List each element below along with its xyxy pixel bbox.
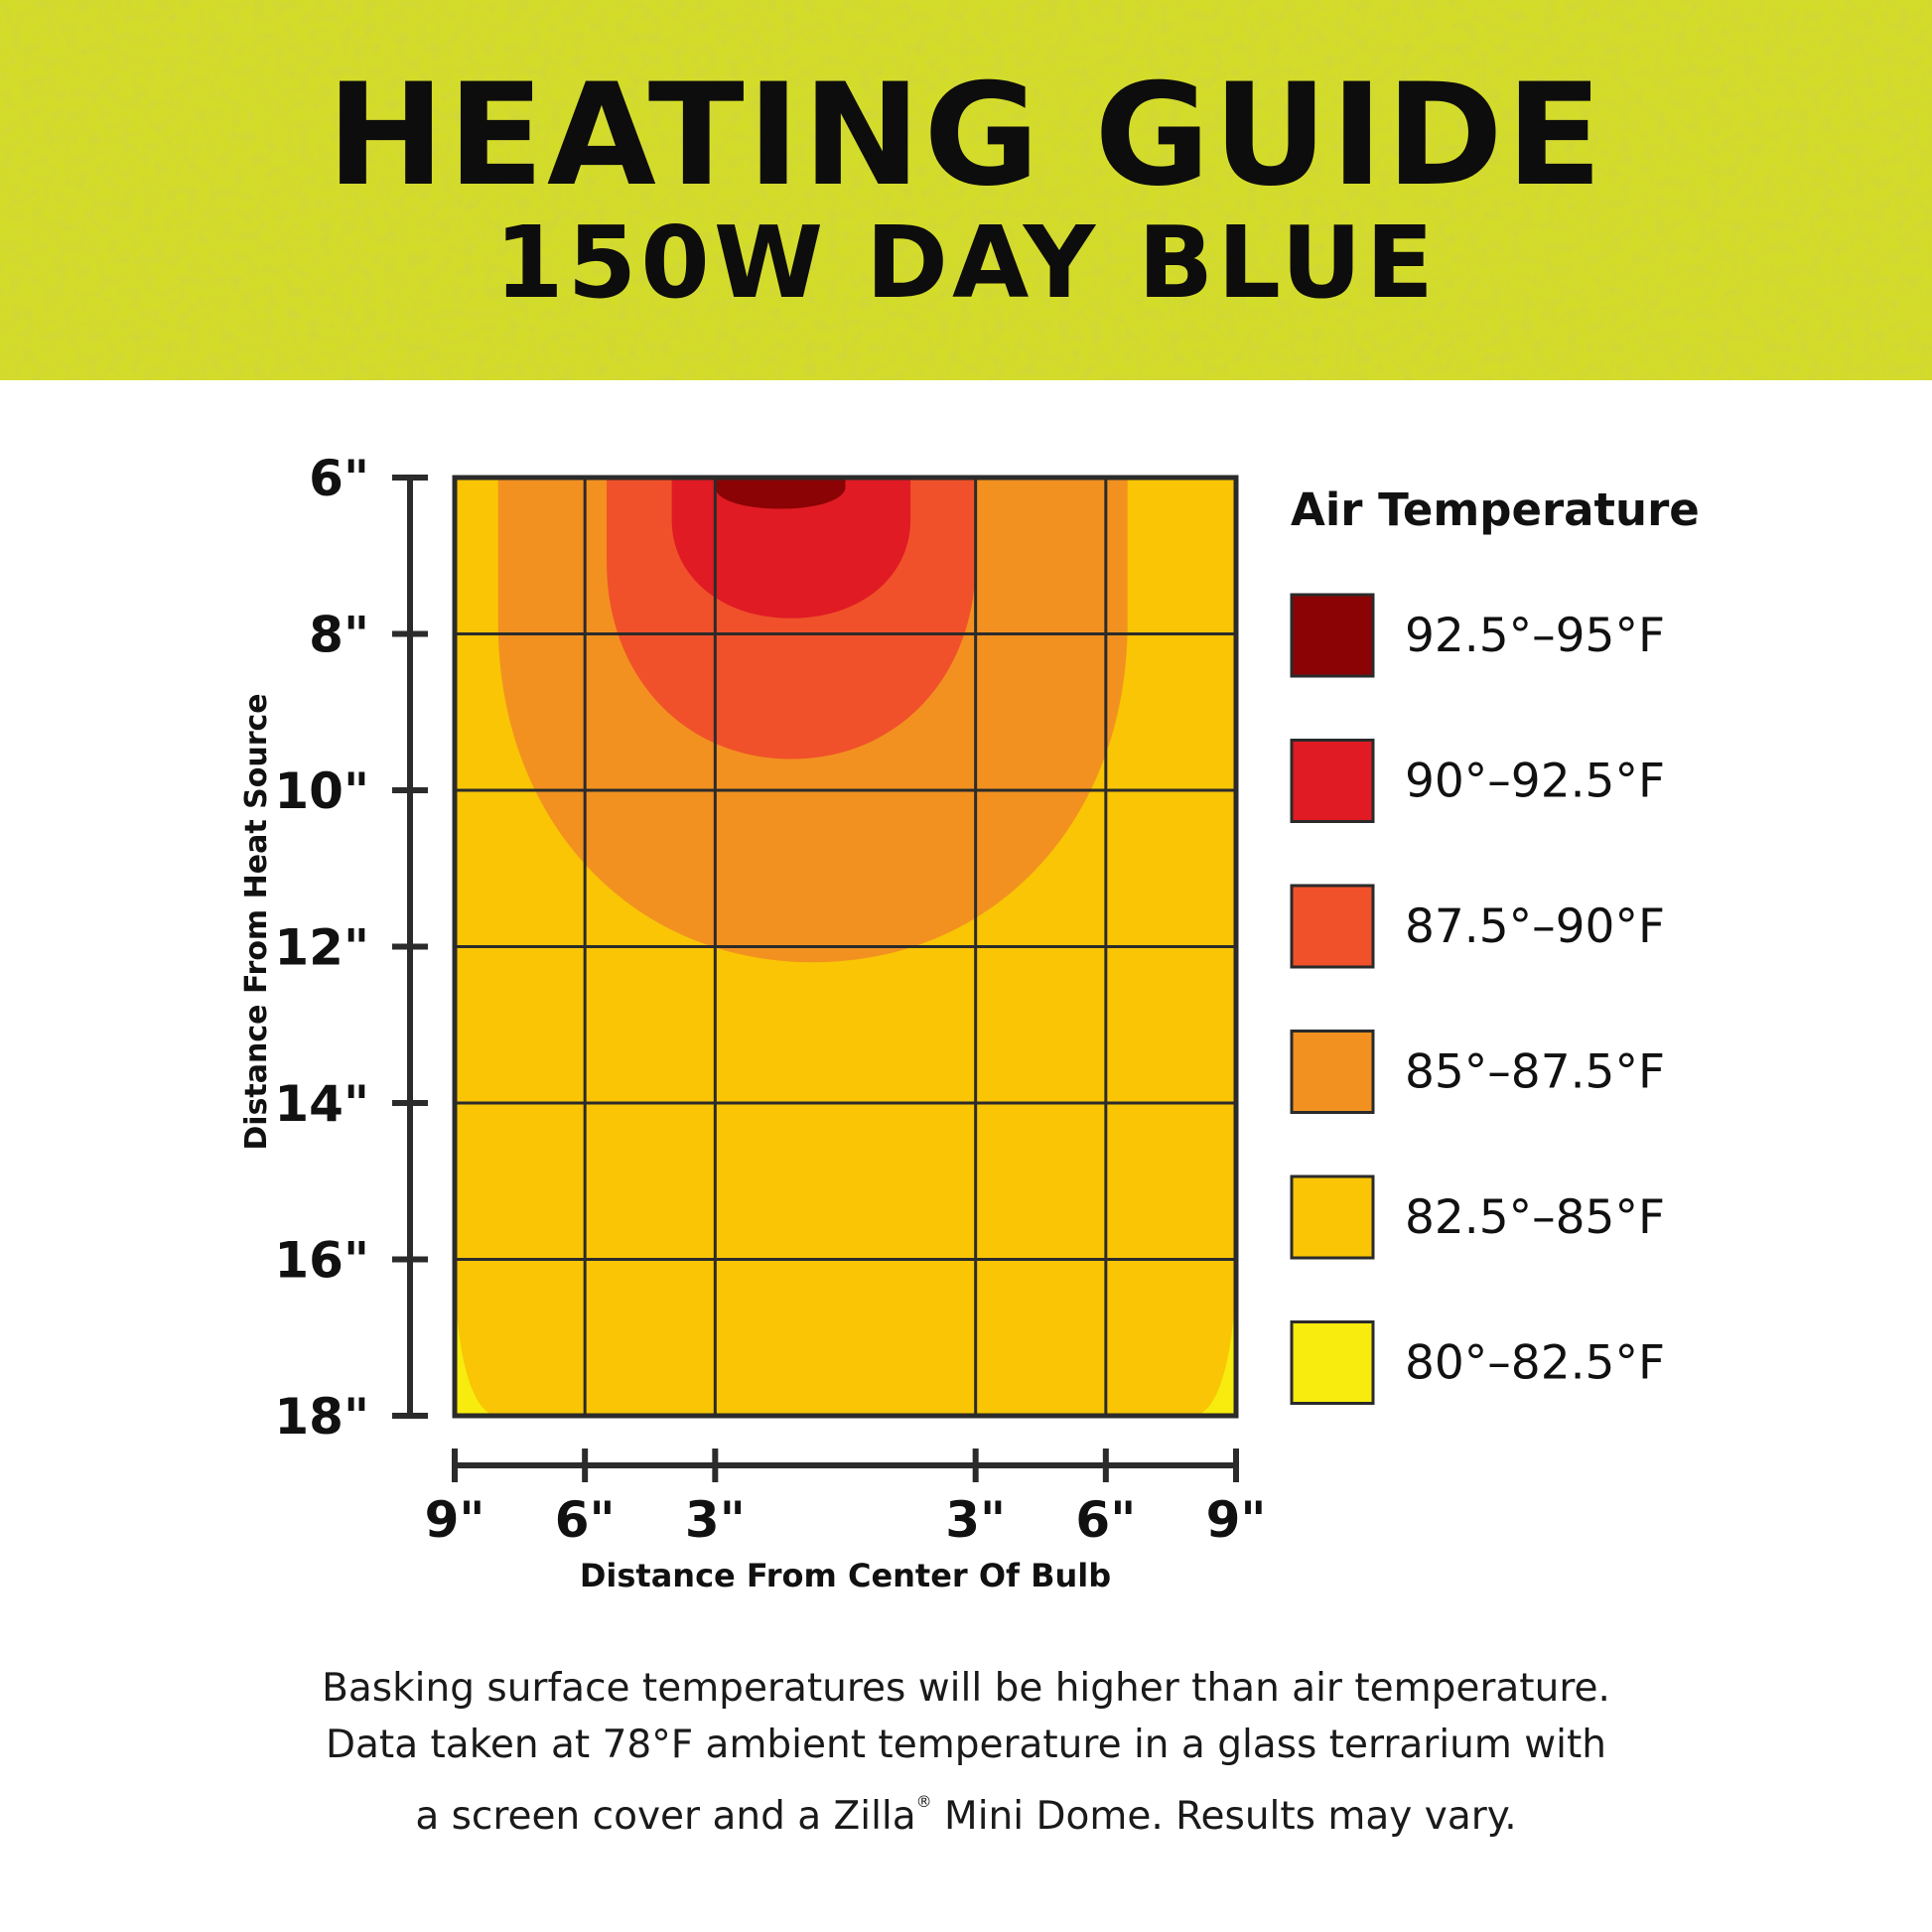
legend-label: 90°–92.5°F: [1405, 755, 1665, 809]
legend-label: 82.5°–85°F: [1405, 1190, 1665, 1245]
registered-mark: ®: [915, 1792, 932, 1811]
heat-zone-92.5-95: [715, 478, 846, 509]
x-tick-label: 6": [1075, 1491, 1136, 1549]
legend-label: 87.5°–90°F: [1405, 899, 1665, 954]
heat-zone-corner-0: [455, 1259, 498, 1416]
legend-swatch: [1290, 1174, 1375, 1260]
y-tick-label: 6": [309, 450, 369, 507]
page-subtitle: 150W DAY BLUE: [494, 205, 1438, 321]
footnote-line-3: a screen cover and a Zilla® Mini Dome. R…: [0, 1773, 1932, 1845]
x-tick-label: 9": [425, 1491, 485, 1549]
y-tick-label: 14": [274, 1075, 369, 1133]
y-tick-label: 12": [274, 919, 369, 977]
footnote-line-1: Basking surface temperatures will be hig…: [322, 1666, 1610, 1711]
footnote: Basking surface temperatures will be hig…: [0, 1660, 1932, 1845]
footnote-line-3b: Mini Dome. Results may vary.: [931, 1794, 1517, 1839]
y-tick-label: 10": [274, 762, 369, 820]
legend-label: 85°–87.5°F: [1405, 1045, 1665, 1100]
x-tick-label: 9": [1206, 1491, 1267, 1549]
footnote-line-3a: a screen cover and a Zilla: [415, 1794, 916, 1839]
heatmap-chart: 6" 8" 10" 12" 14" 16" 18" 9" 6" 3" 3" 6" 9" Distance …: [239, 450, 1700, 1594]
legend-swatch: [1290, 739, 1375, 823]
legend-swatch: [1290, 1030, 1375, 1114]
x-tick-label: 6": [555, 1491, 616, 1549]
banner-texture: [0, 0, 1932, 380]
x-tick-label: 3": [685, 1491, 746, 1549]
legend-swatch: [1290, 1320, 1375, 1405]
y-tick-label: 8": [309, 607, 369, 664]
heat-zone-90-92.5: [671, 478, 911, 619]
x-tick-label: 3": [945, 1491, 1006, 1549]
legend-swatch: [1290, 593, 1375, 678]
legend-label: 92.5°–95°F: [1405, 609, 1665, 663]
legend-label: 80°–82.5°F: [1405, 1336, 1665, 1391]
legend: Air Temperature 92.5°–95°F 90°–92.5°F 87.5°…: [1290, 483, 1700, 1405]
grid-lines: [455, 478, 1236, 1416]
y-axis-title: Distance From Heat Source: [239, 693, 274, 1150]
heat-zones: [455, 478, 1236, 1416]
title-banner: HEATING GUIDE 150W DAY BLUE: [0, 0, 1932, 380]
page-title: HEATING GUIDE: [327, 54, 1605, 217]
legend-swatch: [1290, 884, 1375, 969]
footnote-line-2: Data taken at 78°F ambient temperature i…: [325, 1723, 1607, 1767]
plot-frame: [452, 475, 1239, 1419]
legend-title: Air Temperature: [1291, 483, 1700, 536]
heat-zone-corner-1: [1192, 1259, 1236, 1416]
y-tick-label: 18": [274, 1388, 369, 1446]
x-axis-title: Distance From Center Of Bulb: [580, 1557, 1111, 1594]
y-tick-label: 16": [274, 1232, 369, 1290]
